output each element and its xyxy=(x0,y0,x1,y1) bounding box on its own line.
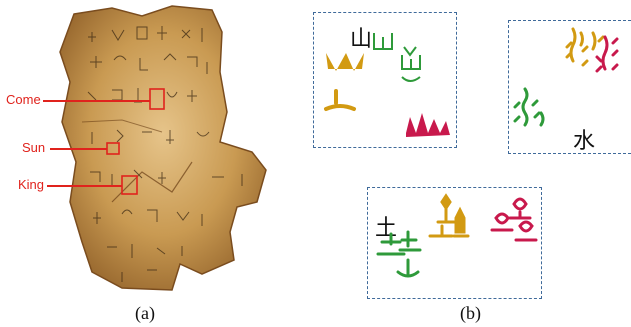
king-label: King xyxy=(18,177,45,192)
mountain-character: 山 xyxy=(350,27,373,52)
caption-a: (a) xyxy=(135,303,155,323)
come-highlight-box xyxy=(149,88,165,110)
water-panel: 水 xyxy=(508,20,631,154)
sun-label: Sun xyxy=(22,140,46,155)
king-pointer-line xyxy=(47,185,122,187)
water-glyph-variants xyxy=(513,27,619,127)
come-label: Come xyxy=(6,92,41,107)
sun-highlight-box xyxy=(106,142,120,155)
mountain-glyph-variants xyxy=(324,33,450,137)
earth-gold-glyph xyxy=(428,193,470,238)
water-character: 水 xyxy=(573,129,596,154)
water-crimson-glyph xyxy=(595,35,619,73)
king-highlight-box xyxy=(121,175,138,195)
mountain-gold-glyph-2 xyxy=(324,89,356,111)
earth-glyph-variants xyxy=(376,193,538,278)
oracle-bone-image xyxy=(59,5,267,291)
earth-green-glyph xyxy=(376,230,422,278)
mountain-green-glyph xyxy=(373,33,393,50)
caption-b: (b) xyxy=(460,303,481,323)
come-pointer-line xyxy=(43,100,150,102)
mountain-green-glyph-2 xyxy=(401,46,421,82)
mountain-gold-glyph xyxy=(326,53,364,71)
sun-pointer-line xyxy=(50,148,107,150)
water-green-glyph xyxy=(513,87,545,127)
earth-panel: 土 xyxy=(367,187,542,299)
mountain-panel: 山 xyxy=(313,12,457,148)
inscription-glyphs xyxy=(87,26,243,282)
water-gold-glyph xyxy=(565,27,605,67)
earth-crimson-glyph xyxy=(490,197,538,242)
mountain-crimson-glyph xyxy=(406,113,450,137)
